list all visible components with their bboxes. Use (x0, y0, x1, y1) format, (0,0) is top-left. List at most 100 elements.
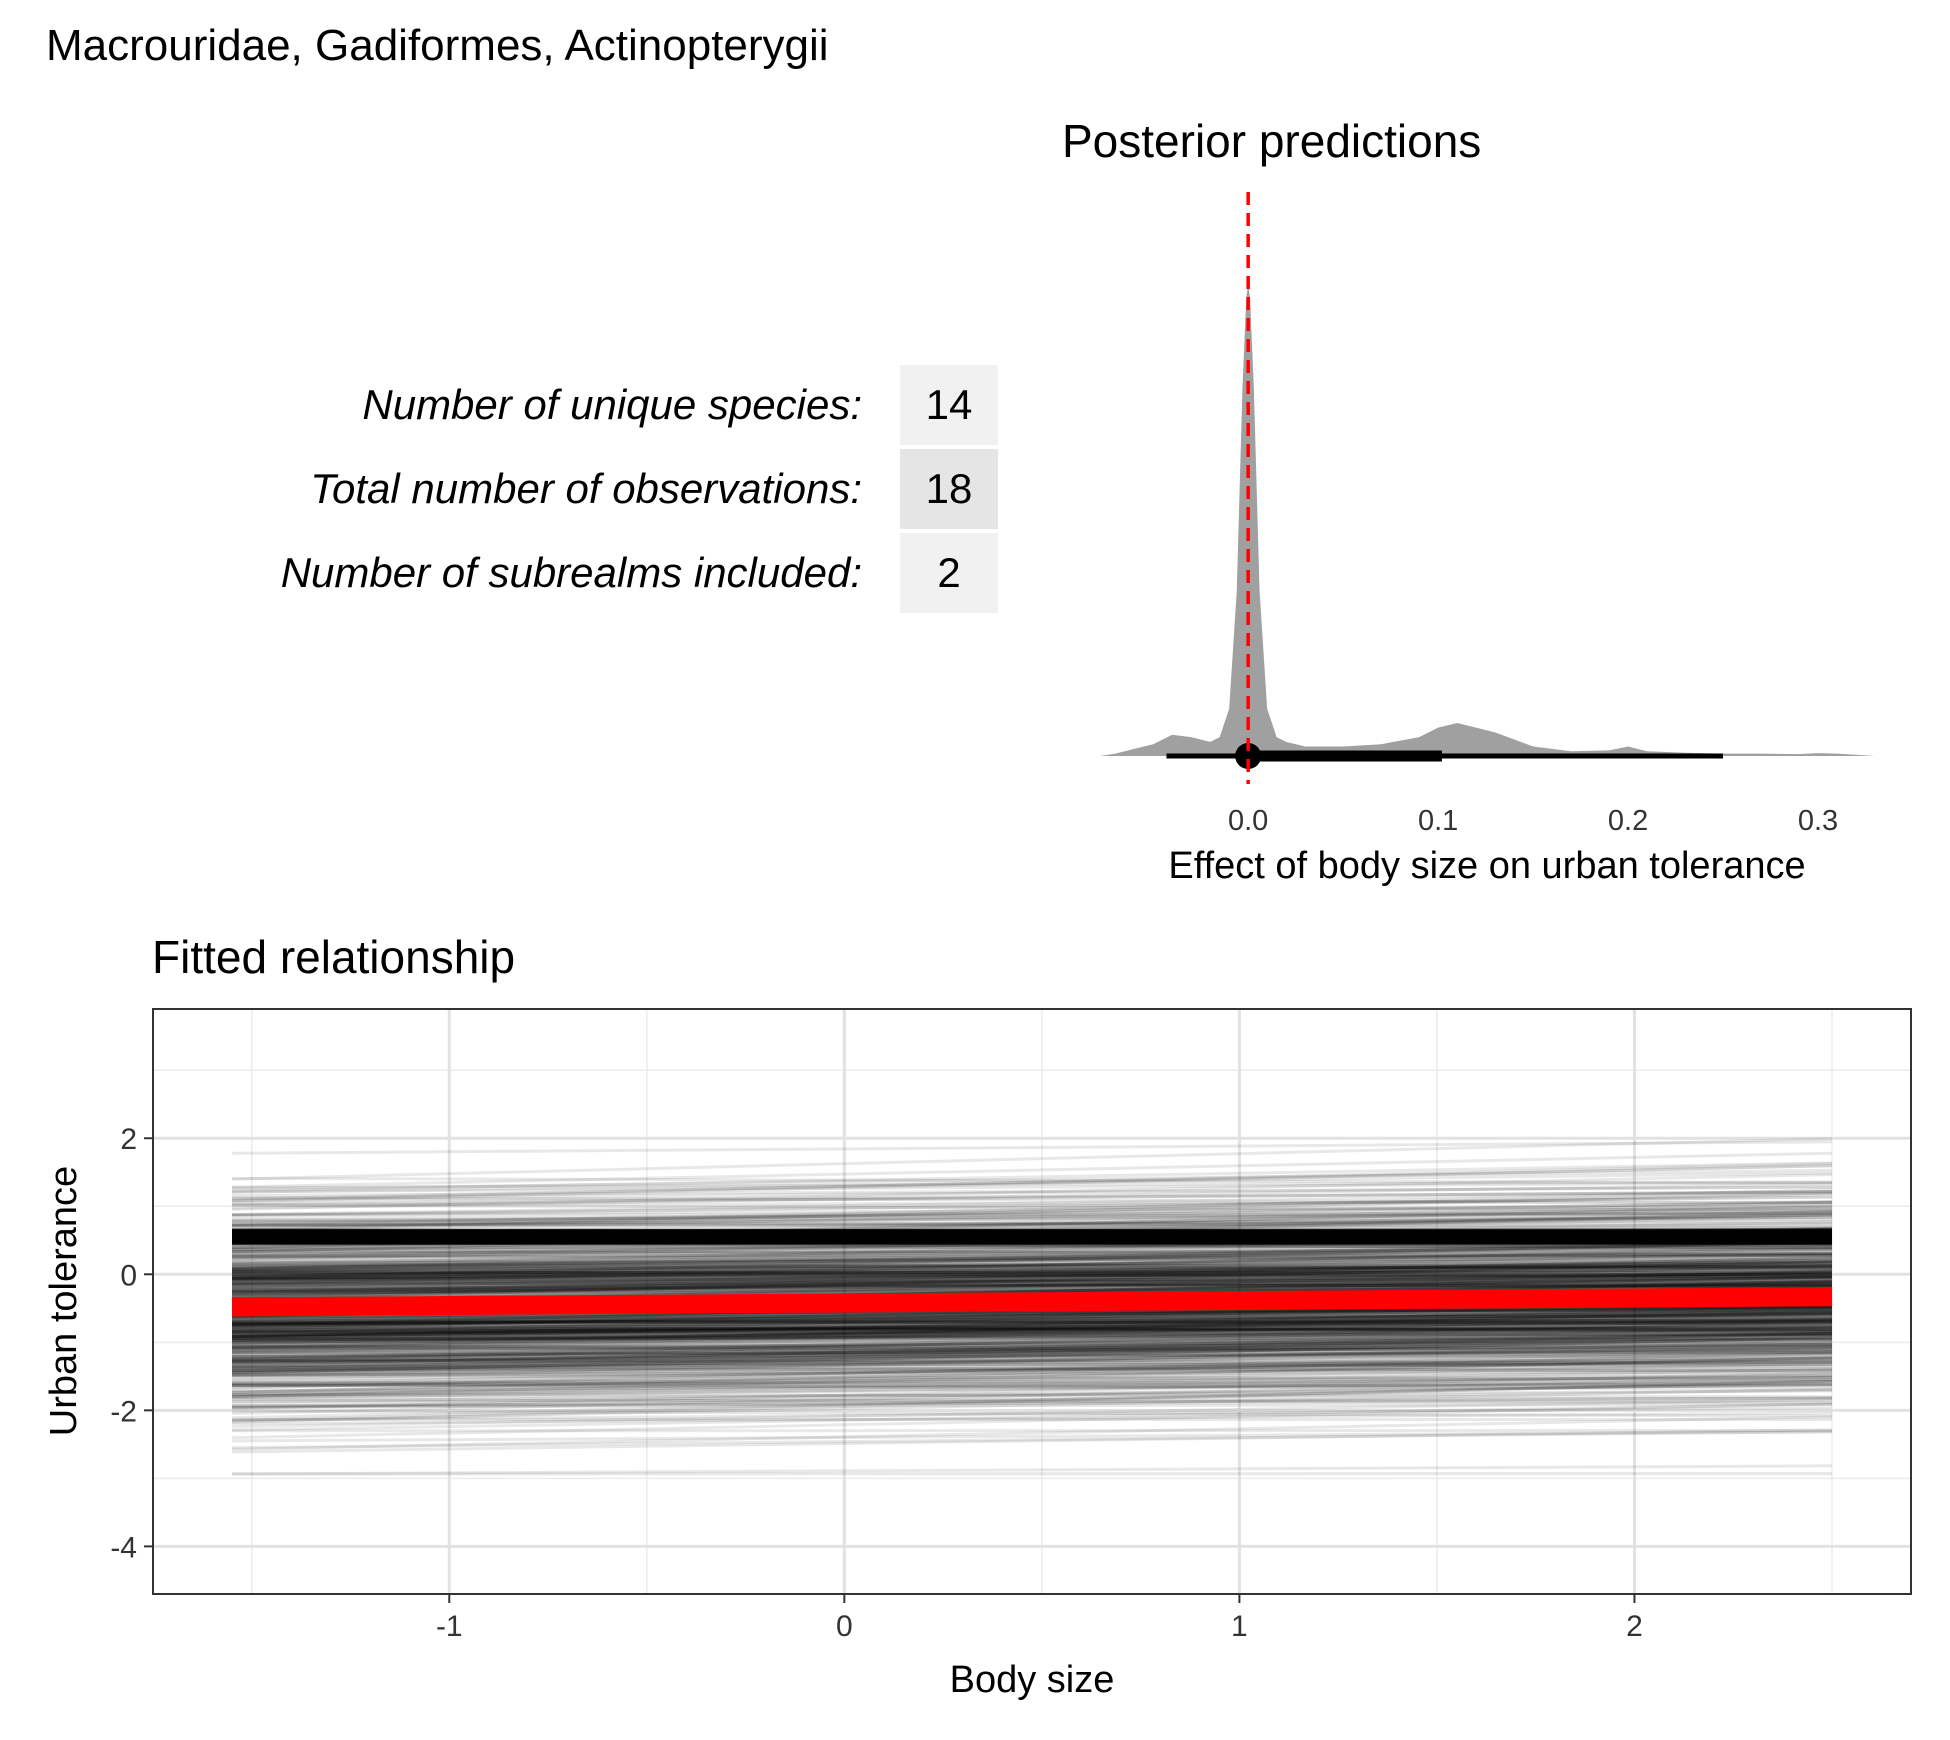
posterior-draw-line (231, 1272, 1833, 1278)
posterior-draw-line (231, 1312, 1833, 1345)
posterior-draw-line (231, 1234, 1833, 1260)
posterior-draw-line (231, 1314, 1833, 1319)
posterior-draw-line (231, 1332, 1833, 1366)
posterior-draw-line (231, 1238, 1833, 1243)
posterior-draw-line (231, 1236, 1833, 1280)
posterior-draw-line (231, 1264, 1833, 1276)
posterior-draw-line (231, 1238, 1833, 1243)
posterior-draw-line (231, 1265, 1833, 1287)
posterior-draw-line (231, 1241, 1833, 1246)
posterior-draw-line (231, 1258, 1833, 1275)
posterior-draw-line (231, 1430, 1833, 1450)
posterior-draw-line (231, 1230, 1833, 1244)
posterior-draw-line (231, 1345, 1833, 1352)
posterior-draw-line (231, 1396, 1833, 1408)
posterior-draw-line (231, 1343, 1833, 1348)
posterior-draw-line (231, 1234, 1833, 1240)
posterior-draw-line (231, 1326, 1833, 1359)
posterior-draw-line (231, 1325, 1833, 1333)
posterior-draw-line (231, 1200, 1833, 1225)
posterior-draw-line (231, 1228, 1833, 1233)
posterior-draw-line (231, 1233, 1833, 1266)
posterior-draw-line (231, 1229, 1833, 1234)
posterior-draw-line (231, 1326, 1833, 1331)
posterior-draw-line (231, 1270, 1833, 1297)
posterior-draw-line (231, 1331, 1833, 1362)
posterior-draw-line (231, 1319, 1833, 1326)
posterior-draw-line (231, 1303, 1833, 1343)
posterior-draw-line (231, 1230, 1833, 1235)
posterior-draw-line (231, 1304, 1833, 1325)
posterior-draw-line (231, 1232, 1833, 1237)
posterior-draw-line (231, 1317, 1833, 1328)
posterior-draw-line (231, 1278, 1833, 1284)
posterior-draw-line (231, 1191, 1833, 1227)
posterior-draw-line (231, 1253, 1833, 1263)
posterior-draw-line (231, 1236, 1833, 1241)
posterior-draw-line (231, 1260, 1833, 1294)
posterior-draw-line (231, 1351, 1833, 1361)
posterior-draw-line (231, 1237, 1833, 1243)
posterior-draw-line (231, 1239, 1833, 1271)
posterior-draw-line (231, 1241, 1833, 1245)
posterior-draw-line (231, 1228, 1833, 1233)
posterior-draw-line (231, 1231, 1833, 1236)
posterior-draw-line (231, 1319, 1833, 1338)
posterior-draw-line (231, 1365, 1833, 1372)
posterior-draw-line (231, 1281, 1833, 1290)
posterior-draw-line (231, 1233, 1833, 1238)
fitted-y-ticks: -4 -2 0 2 (110, 1123, 153, 1564)
posterior-draw-line (231, 1230, 1833, 1272)
posterior-draw-line (231, 1350, 1833, 1390)
posterior-draw-line (231, 1396, 1833, 1409)
posterior-draw-line (231, 1330, 1833, 1373)
posterior-draw-line (231, 1238, 1833, 1243)
posterior-draw-line (231, 1339, 1833, 1350)
posterior-draw-line (231, 1309, 1833, 1351)
posterior-draw-line (231, 1251, 1833, 1259)
posterior-draw-line (231, 1260, 1833, 1301)
posterior-draw-line (231, 1428, 1833, 1454)
posterior-draw-line (231, 1282, 1833, 1292)
posterior-draw-line (231, 1283, 1833, 1287)
posterior-draw-line (231, 1335, 1833, 1363)
posterior-draw-line (231, 1339, 1833, 1366)
posterior-draw-line (231, 1430, 1833, 1443)
posterior-draw-line (231, 1188, 1833, 1231)
posterior-draw-line (231, 1284, 1833, 1294)
posterior-draw-line (231, 1277, 1833, 1286)
posterior-draw-line (231, 1305, 1833, 1340)
posterior-draw-line (231, 1346, 1833, 1369)
posterior-draw-line (231, 1232, 1833, 1237)
posterior-draw-line (231, 1195, 1833, 1216)
posterior-draw-line (231, 1229, 1833, 1235)
posterior-draw-line (231, 1306, 1833, 1322)
posterior-draw-line (231, 1185, 1833, 1201)
posterior-draw-line (231, 1310, 1833, 1318)
posterior-draw-line (231, 1237, 1833, 1241)
posterior-draw-line (231, 1232, 1833, 1237)
posterior-draw-line (231, 1336, 1833, 1365)
posterior-draw-line (231, 1321, 1833, 1354)
posterior-draw-line (231, 1233, 1833, 1239)
posterior-draw-line (231, 1283, 1833, 1295)
posterior-draw-line (231, 1398, 1833, 1404)
posterior-draw-line (231, 1225, 1833, 1240)
posterior-draw-line (231, 1227, 1833, 1244)
posterior-draw-line (231, 1330, 1833, 1337)
posterior-draw-line (231, 1379, 1833, 1398)
posterior-draw-line (231, 1211, 1833, 1254)
posterior-draw-line (231, 1236, 1833, 1241)
posterior-draw-line (231, 1232, 1833, 1237)
posterior-draw-line (231, 1209, 1833, 1250)
posterior-draw-line (231, 1231, 1833, 1237)
posterior-draw-line (231, 1402, 1833, 1432)
posterior-draw-line (231, 1239, 1833, 1245)
posterior-draw-line (231, 1219, 1833, 1229)
posterior-draw-line (231, 1319, 1833, 1325)
posterior-draw-line (231, 1235, 1833, 1245)
posterior-draw-line (231, 1271, 1833, 1296)
posterior-draw-line (231, 1387, 1833, 1423)
posterior-draw-line (231, 1231, 1833, 1236)
posterior-draw-line (231, 1232, 1833, 1238)
